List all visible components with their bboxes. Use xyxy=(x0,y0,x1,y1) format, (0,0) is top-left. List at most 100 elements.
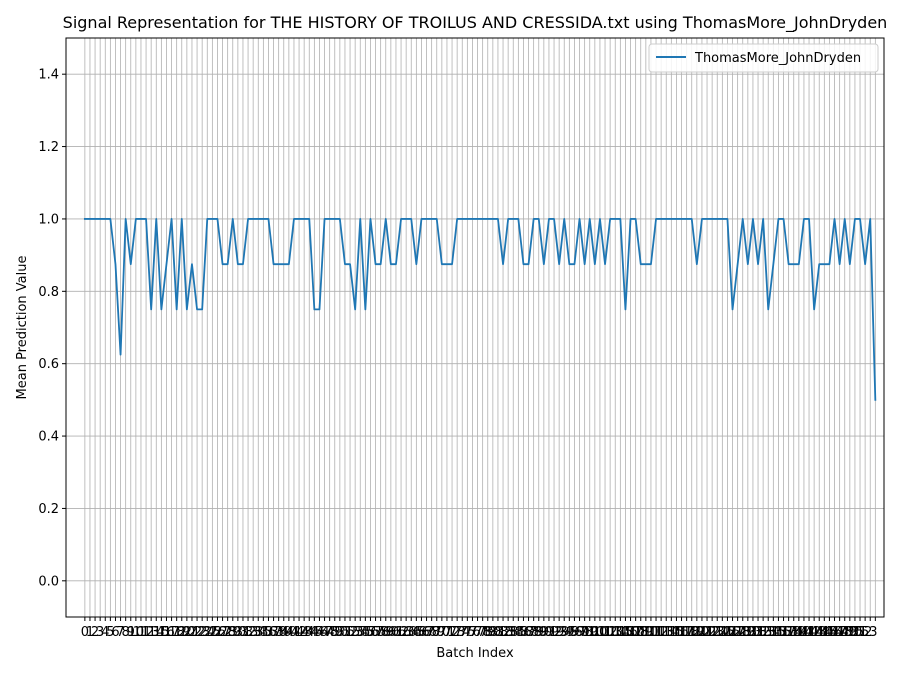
x-tick-label: 103 xyxy=(598,625,623,640)
x-tick-label: 94 xyxy=(556,625,573,640)
x-tick-label: 51 xyxy=(337,625,354,640)
x-tick-label: 31 xyxy=(235,625,252,640)
y-tick-label: 1.0 xyxy=(38,212,59,227)
x-tick-label: 140 xyxy=(786,625,811,640)
x-tick-label: 36 xyxy=(260,625,277,640)
x-tick-label: 71 xyxy=(439,625,456,640)
x-tick-label: 44 xyxy=(301,625,318,640)
x-tick-label: 120 xyxy=(684,625,709,640)
x-tick-label: 42 xyxy=(291,625,308,640)
x-tick-label: 53 xyxy=(347,625,364,640)
x-tick-label: 79 xyxy=(479,625,496,640)
x-tick-label: 107 xyxy=(618,625,643,640)
x-tick-label: 78 xyxy=(474,625,491,640)
x-tick-label: 123 xyxy=(700,625,725,640)
x-tick-label: 113 xyxy=(649,625,674,640)
x-tick-label: 135 xyxy=(761,625,786,640)
x-tick-label: 139 xyxy=(781,625,806,640)
x-tick-label: 50 xyxy=(332,625,349,640)
x-tick-label: 41 xyxy=(286,625,303,640)
x-tick-label: 117 xyxy=(669,625,694,640)
x-tick-label: 45 xyxy=(306,625,323,640)
x-tick-label: 60 xyxy=(383,625,400,640)
x-tick-label: 88 xyxy=(525,625,542,640)
x-tick-label: 25 xyxy=(204,625,221,640)
x-tick-label: 52 xyxy=(342,625,359,640)
x-tick-label: 128 xyxy=(725,625,750,640)
x-tick-label: 93 xyxy=(551,625,568,640)
x-tick-label: 30 xyxy=(230,625,247,640)
x-tick-label: 1 xyxy=(86,625,94,640)
x-tick-label: 4 xyxy=(101,625,109,640)
x-tick-label: 17 xyxy=(163,625,180,640)
x-tick-label: 64 xyxy=(403,625,420,640)
x-tick-label: 132 xyxy=(746,625,771,640)
x-tick-label: 104 xyxy=(603,625,628,640)
series-line-thomasmore-johndryden xyxy=(83,218,877,401)
y-axis-label: Mean Prediction Value xyxy=(15,256,30,400)
x-tick-label: 73 xyxy=(449,625,466,640)
x-tick-label: 38 xyxy=(270,625,287,640)
x-tick-label: 46 xyxy=(311,625,328,640)
x-tick-label: 10 xyxy=(128,625,145,640)
x-tick-label: 68 xyxy=(423,625,440,640)
x-tick-label: 142 xyxy=(797,625,822,640)
x-tick-label: 83 xyxy=(500,625,517,640)
x-tick-label: 35 xyxy=(255,625,272,640)
x-tick-label: 105 xyxy=(608,625,633,640)
x-tick-label: 14 xyxy=(148,625,165,640)
x-tick-label: 98 xyxy=(576,625,593,640)
x-tick-label: 143 xyxy=(802,625,827,640)
x-tick-label: 49 xyxy=(326,625,343,640)
x-tick-label: 23 xyxy=(194,625,211,640)
x-tick-label: 11 xyxy=(133,625,150,640)
x-tick-label: 19 xyxy=(173,625,190,640)
x-tick-label: 116 xyxy=(664,625,689,640)
x-tick-label: 24 xyxy=(199,625,216,640)
x-tick-label: 82 xyxy=(495,625,512,640)
x-tick-label: 56 xyxy=(362,625,379,640)
y-tick-label: 0.2 xyxy=(38,502,59,517)
x-tick-label: 133 xyxy=(751,625,776,640)
x-tick-label: 18 xyxy=(168,625,185,640)
y-tick-label: 0.8 xyxy=(38,285,59,300)
x-tick-label: 21 xyxy=(184,625,201,640)
x-tick-label: 39 xyxy=(275,625,292,640)
x-tick-label: 86 xyxy=(515,625,532,640)
x-tick-label: 48 xyxy=(321,625,338,640)
x-tick-label: 65 xyxy=(408,625,425,640)
x-tick-label: 106 xyxy=(613,625,638,640)
legend-label: ThomasMore_JohnDryden xyxy=(694,51,861,66)
x-tick-label: 67 xyxy=(418,625,435,640)
x-tick-label: 118 xyxy=(674,625,699,640)
x-tick-label: 124 xyxy=(705,625,730,640)
x-tick-label: 108 xyxy=(623,625,648,640)
x-tick-label: 148 xyxy=(827,625,852,640)
x-tick-label: 26 xyxy=(209,625,226,640)
x-tick-label: 22 xyxy=(189,625,206,640)
x-tick-label: 69 xyxy=(428,625,445,640)
x-tick-label: 13 xyxy=(143,625,160,640)
x-tick-label: 129 xyxy=(730,625,755,640)
x-tick-label: 110 xyxy=(633,625,658,640)
x-tick-label: 70 xyxy=(434,625,451,640)
x-tick-label: 0 xyxy=(81,625,89,640)
x-tick-label: 126 xyxy=(715,625,740,640)
x-tick-label: 54 xyxy=(352,625,369,640)
x-tick-label: 96 xyxy=(566,625,583,640)
x-tick-label: 57 xyxy=(367,625,384,640)
plot-frame xyxy=(65,37,885,618)
x-tick-label: 40 xyxy=(281,625,298,640)
x-tick-label: 131 xyxy=(741,625,766,640)
x-tick-label: 76 xyxy=(464,625,481,640)
x-tick-label: 134 xyxy=(756,625,781,640)
x-tick-label: 32 xyxy=(240,625,257,640)
y-tick-label: 0.4 xyxy=(38,430,59,445)
x-axis-ticks: 0123456789101112131415161718192021222324… xyxy=(81,617,878,640)
x-tick-label: 136 xyxy=(766,625,791,640)
x-tick-label: 47 xyxy=(316,625,333,640)
x-tick-label: 150 xyxy=(837,625,862,640)
x-tick-label: 63 xyxy=(398,625,415,640)
